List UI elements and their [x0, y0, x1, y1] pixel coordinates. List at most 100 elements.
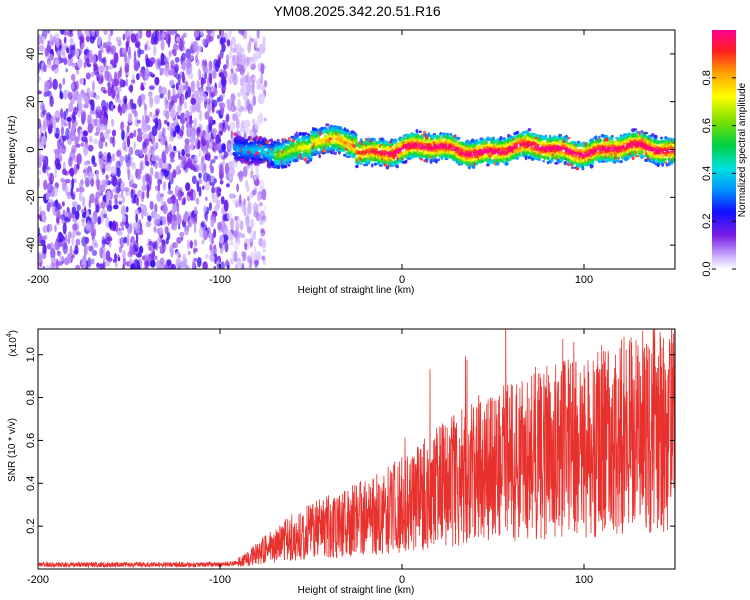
heatmap-cell: [249, 258, 253, 269]
heatmap-cell: [59, 152, 62, 157]
heatmap-cell: [61, 219, 65, 224]
heatmap-cell: [106, 190, 111, 201]
heatmap-cell: [154, 94, 161, 105]
heatmap-cell: [209, 233, 214, 244]
heatmap-cell: [71, 123, 76, 134]
heatmap-cell: [165, 237, 169, 245]
heatmap-cell: [102, 151, 108, 161]
heatmap-cell: [150, 33, 155, 45]
heatmap-cell: [380, 149, 384, 153]
heatmap-cell: [124, 62, 130, 73]
heatmap-cell: [261, 85, 266, 92]
heatmap-cell: [188, 218, 194, 228]
heatmap-cell: [38, 34, 42, 46]
heatmap-cell: [169, 108, 176, 119]
heatmap-cell: [104, 260, 111, 267]
heatmap-cell: [101, 236, 106, 248]
heatmap-cell: [167, 190, 174, 195]
heatmap-cell: [260, 232, 265, 237]
heatmap-cell: [134, 209, 140, 217]
heatmap-cell: [38, 75, 41, 83]
heatmap-cell: [527, 128, 532, 132]
heatmap-cell: [172, 169, 177, 179]
heatmap-cell: [67, 91, 73, 100]
heatmap-cell: [139, 161, 144, 171]
heatmap-cell: [115, 36, 122, 43]
heatmap-cell: [52, 78, 58, 90]
heatmap-cell: [189, 240, 193, 249]
heatmap-cell: [177, 189, 183, 201]
heatmap-cell: [215, 134, 221, 144]
heatmap-cell: [140, 82, 144, 90]
heatmap-cell: [246, 195, 251, 202]
heatmap-cell: [107, 65, 114, 70]
heatmap-cell: [182, 253, 187, 263]
heatmap-cell: [196, 257, 202, 268]
heatmap-cell: [390, 143, 394, 146]
heatmap-cell: [70, 73, 76, 81]
heatmap-cell: [217, 221, 222, 231]
heatmap-cell: [193, 223, 197, 234]
heatmap-cell: [149, 145, 153, 154]
heatmap-cell: [85, 57, 90, 66]
heatmap-cell: [241, 205, 247, 213]
heatmap-cell: [58, 241, 63, 247]
heatmap-cell: [67, 237, 71, 245]
heatmap-cell: [113, 78, 120, 87]
heatmap-cell: [93, 53, 96, 65]
heatmap-cell: [52, 118, 56, 129]
heatmap-cell: [82, 130, 89, 137]
heatmap-cell: [93, 94, 100, 100]
heatmap-cell: [125, 221, 129, 229]
heatmap-cell: [171, 220, 176, 228]
heatmap-cell: [118, 227, 121, 232]
heatmap-cell: [74, 244, 79, 255]
heatmap-cell: [259, 49, 262, 56]
heatmap-cell: [306, 152, 310, 156]
heatmap-cell: [62, 242, 68, 255]
heatmap-cell: [89, 135, 93, 143]
heatmap-cell: [173, 145, 177, 151]
heatmap-cell: [94, 131, 100, 136]
heatmap-cell: [119, 47, 123, 58]
heatmap-cell: [62, 77, 66, 86]
heatmap-cell: [495, 161, 500, 166]
heatmap-cell: [243, 119, 250, 128]
heatmap-cell: [97, 105, 101, 113]
heatmap-cell: [226, 99, 232, 105]
heatmap-cell: [204, 131, 208, 141]
heatmap-cell: [240, 233, 246, 239]
heatmap-cell: [145, 221, 152, 228]
heatmap-cell: [56, 236, 60, 243]
heatmap-cell: [230, 257, 235, 264]
heatmap-cell: [218, 102, 222, 107]
heatmap-cell: [71, 234, 75, 246]
heatmap-cell: [164, 263, 168, 269]
heatmap-cell: [114, 253, 117, 261]
heatmap-cell: [95, 73, 101, 78]
heatmap-cell: [85, 222, 91, 231]
heatmap-cell: [250, 232, 254, 240]
heatmap-cell: [225, 113, 230, 123]
heatmap-cell: [261, 240, 266, 250]
heatmap-cell: [159, 93, 164, 99]
heatmap-cell: [54, 32, 60, 43]
heatmap-cell: [68, 169, 74, 175]
heatmap-cell: [591, 160, 595, 165]
heatmap-cell: [263, 80, 268, 88]
heatmap-cell: [165, 63, 170, 72]
heatmap-cell: [130, 104, 134, 110]
heatmap-cell: [246, 206, 252, 215]
heatmap-cell: [229, 60, 235, 71]
heatmap-cell: [69, 37, 74, 45]
heatmap-cell: [566, 137, 571, 140]
heatmap-cell: [38, 141, 43, 151]
heatmap-cell: [241, 72, 245, 84]
heatmap-cell: [244, 125, 250, 135]
heatmap-cell: [246, 82, 253, 93]
heatmap-cell: [148, 93, 152, 103]
heatmap-cell: [175, 257, 181, 269]
heatmap-cell: [169, 151, 175, 160]
heatmap-cell: [88, 171, 94, 180]
heatmap-cell: [252, 76, 256, 82]
